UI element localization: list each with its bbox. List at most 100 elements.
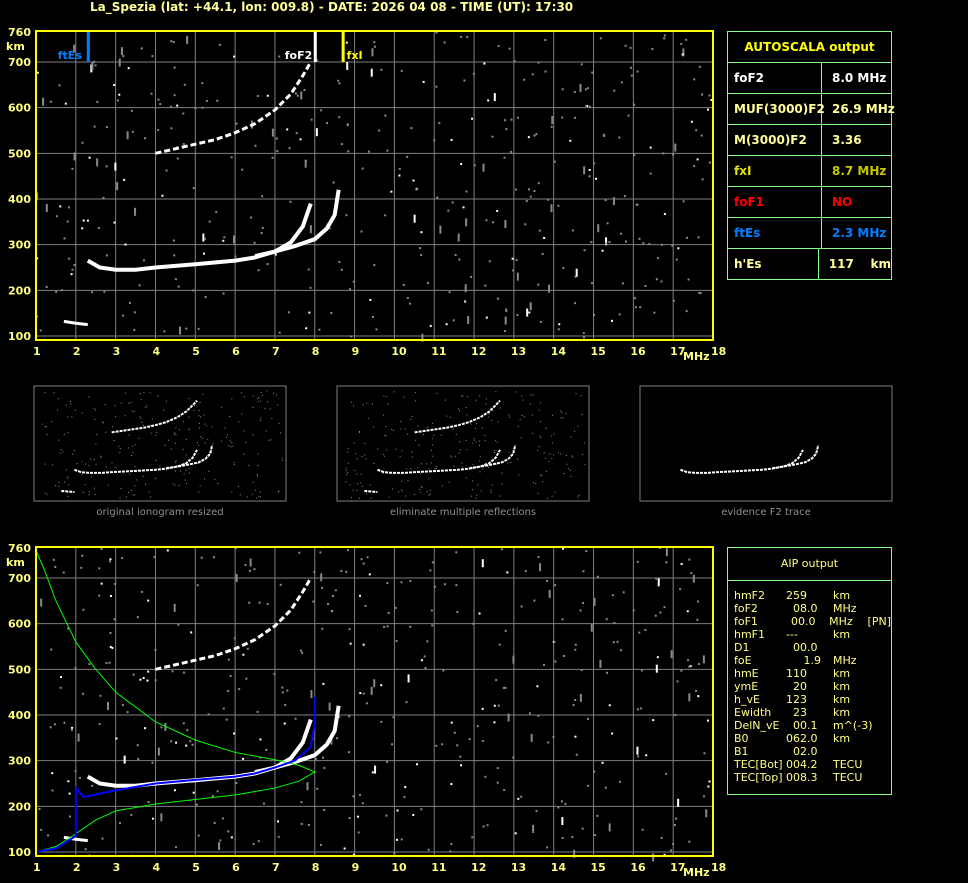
noise-speck	[188, 429, 190, 431]
noise-speck	[490, 489, 492, 491]
noise-speck	[383, 453, 385, 455]
noise-speck	[102, 196, 105, 199]
noise-speck	[275, 137, 278, 140]
noise-speck	[436, 393, 438, 395]
noise-speck	[257, 401, 259, 403]
noise-speck	[685, 38, 688, 41]
noise-speck	[361, 802, 364, 805]
noise-speck	[249, 569, 252, 572]
noise-speck	[45, 204, 48, 213]
autoscala-value: 8.0 MHz	[832, 71, 887, 85]
noise-speck	[387, 612, 390, 615]
noise-speck	[127, 67, 130, 70]
noise-speck	[423, 655, 426, 658]
noise-speck	[700, 134, 703, 137]
noise-speck	[548, 461, 550, 463]
noise-speck	[142, 475, 144, 477]
noise-speck	[201, 82, 204, 85]
noise-speck	[320, 109, 323, 112]
noise-speck	[553, 433, 555, 435]
noise-speck	[456, 744, 459, 747]
noise-speck	[172, 239, 175, 242]
noise-speck	[538, 409, 540, 411]
noise-speck	[493, 93, 496, 102]
noise-speck	[206, 455, 208, 457]
noise-speck	[98, 567, 101, 570]
noise-speck	[198, 423, 200, 425]
noise-speck	[479, 456, 481, 458]
noise-speck	[55, 215, 58, 218]
noise-speck	[138, 284, 141, 287]
noise-speck	[639, 707, 642, 710]
noise-speck	[340, 268, 343, 271]
aip-row: TEC[Bot] 004.2 TECU	[728, 758, 891, 771]
noise-speck	[431, 422, 433, 424]
noise-speck	[395, 838, 398, 841]
noise-speck	[278, 423, 280, 425]
noise-speck	[147, 670, 150, 673]
noise-speck	[316, 787, 319, 790]
noise-speck	[574, 302, 577, 305]
noise-speck	[383, 625, 386, 628]
noise-speck	[119, 821, 122, 824]
noise-speck	[258, 396, 260, 398]
noise-speck	[352, 795, 355, 798]
noise-speck	[253, 568, 256, 571]
noise-speck	[407, 479, 409, 481]
noise-speck	[531, 414, 533, 416]
noise-speck	[524, 570, 527, 573]
noise-speck	[254, 489, 256, 491]
noise-speck	[457, 233, 460, 242]
noise-speck	[175, 846, 178, 849]
x-tick-label: 3	[113, 861, 121, 874]
noise-speck	[74, 409, 76, 411]
noise-speck	[561, 837, 564, 840]
noise-speck	[401, 490, 403, 492]
noise-speck	[415, 439, 417, 441]
noise-speck	[454, 253, 457, 256]
noise-speck	[371, 48, 374, 57]
noise-speck	[586, 87, 589, 90]
noise-speck	[633, 154, 636, 157]
noise-speck	[139, 416, 141, 418]
noise-speck	[310, 118, 313, 121]
noise-speck	[253, 241, 256, 244]
noise-speck	[501, 483, 503, 485]
noise-speck	[410, 127, 413, 130]
noise-speck	[129, 473, 131, 475]
noise-speck	[470, 275, 473, 278]
noise-speck	[350, 401, 352, 403]
noise-speck	[74, 666, 77, 669]
aip-cell: hmF1	[734, 628, 766, 641]
noise-speck	[134, 444, 136, 446]
noise-speck	[540, 402, 542, 404]
noise-speck	[448, 291, 451, 294]
x-axis-unit: MHz	[683, 866, 710, 879]
noise-speck	[369, 298, 372, 301]
noise-speck	[301, 651, 304, 654]
noise-speck	[373, 426, 375, 428]
noise-speck	[145, 407, 147, 409]
noise-speck	[444, 399, 446, 401]
noise-speck	[535, 133, 538, 136]
thumbnail-caption-eliminate: eliminate multiple reflections	[389, 507, 537, 518]
noise-speck	[44, 426, 46, 428]
autoscala-label: fxI	[728, 156, 822, 186]
marker-ftes	[86, 31, 90, 62]
noise-speck	[586, 104, 589, 107]
noise-speck	[504, 629, 507, 632]
noise-speck	[309, 286, 312, 289]
noise-speck	[99, 694, 102, 697]
noise-speck	[465, 190, 468, 193]
noise-speck	[231, 441, 233, 443]
noise-speck	[384, 434, 386, 436]
noise-speck	[487, 99, 490, 102]
noise-speck	[371, 315, 374, 318]
noise-speck	[182, 448, 184, 450]
marker-label-fof2: foF2	[285, 49, 313, 62]
noise-speck	[481, 707, 484, 710]
noise-speck	[58, 439, 60, 441]
noise-speck	[707, 785, 710, 788]
noise-speck	[234, 255, 237, 258]
noise-speck	[406, 155, 409, 158]
